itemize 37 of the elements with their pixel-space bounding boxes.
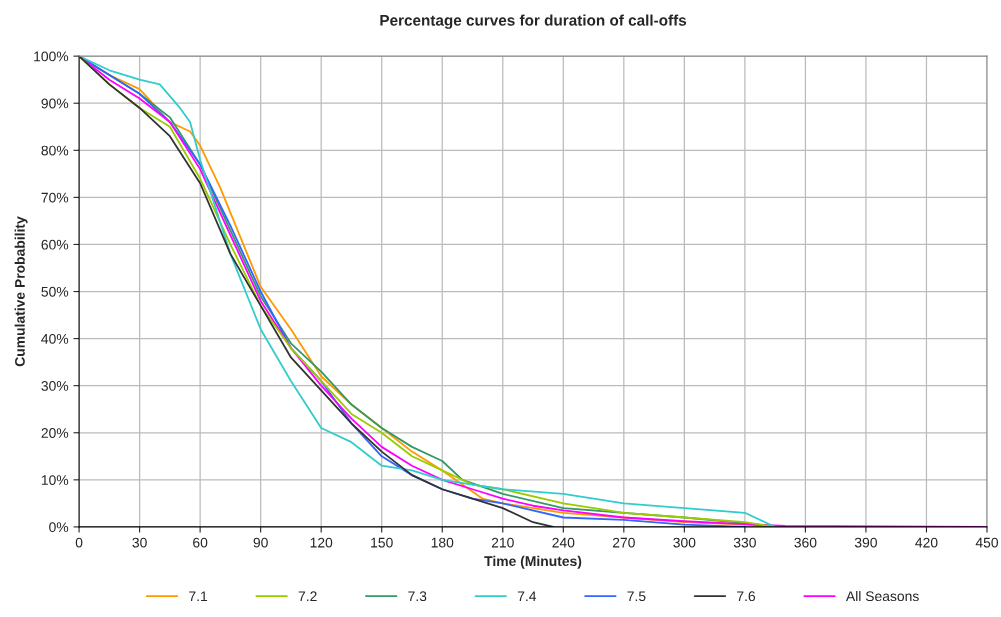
- legend-label: 7.6: [737, 591, 756, 602]
- x-tick-label: 0: [75, 537, 83, 548]
- y-tick-label: 20%: [41, 428, 69, 438]
- y-tick-label: 100%: [34, 51, 69, 62]
- legend-label: 7.1: [189, 591, 208, 601]
- x-tick-label: 180: [431, 537, 454, 548]
- x-tick-label: 270: [612, 537, 635, 548]
- y-tick-label: 0%: [49, 522, 69, 533]
- x-tick-label: 420: [915, 537, 938, 548]
- x-tick-label: 300: [673, 537, 696, 548]
- x-tick-label: 450: [975, 537, 999, 548]
- y-tick-label: 10%: [41, 475, 69, 486]
- chart-title: Percentage curves for duration of call-offs: [380, 14, 687, 29]
- y-tick-label: 60%: [41, 239, 69, 250]
- x-tick-label: 390: [854, 537, 877, 548]
- y-tick-label: 30%: [41, 381, 69, 391]
- legend-label: 7.3: [408, 591, 427, 602]
- x-tick-label: 240: [552, 537, 575, 548]
- legend-label: All Seasons: [845, 590, 919, 602]
- y-tick-label: 80%: [41, 145, 69, 156]
- x-tick-label: 330: [733, 537, 756, 548]
- y-tick-label: 40%: [41, 333, 69, 344]
- x-tick-label: 60: [193, 537, 208, 548]
- x-tick-label: 90: [253, 537, 268, 548]
- x-tick-label: 120: [310, 537, 333, 548]
- x-tick-label: 210: [491, 537, 514, 548]
- legend-label: 7.4: [517, 591, 537, 601]
- x-tick-label: 30: [132, 537, 147, 548]
- legend-label: 7.5: [627, 591, 646, 602]
- x-tick-label: 360: [794, 537, 817, 548]
- x-tick-label: 150: [371, 537, 393, 548]
- y-axis-title: Cumulative Probability: [14, 216, 28, 367]
- y-tick-label: 90%: [41, 98, 69, 109]
- y-tick-label: 70%: [41, 192, 69, 203]
- x-axis-title: Time (Minutes): [484, 555, 582, 569]
- legend-label: 7.2: [298, 591, 317, 601]
- y-tick-label: 50%: [41, 286, 69, 297]
